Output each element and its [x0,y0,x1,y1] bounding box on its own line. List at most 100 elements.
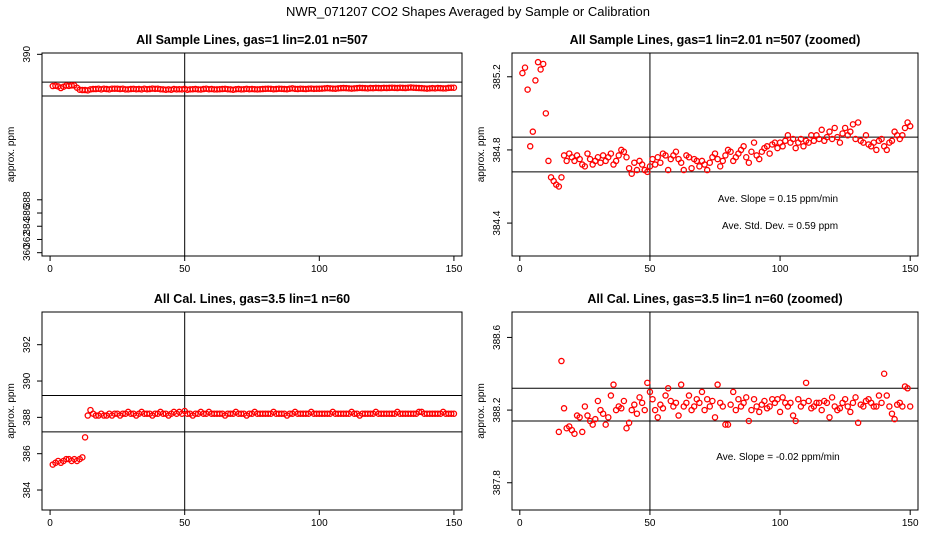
data-point [722,421,729,428]
data-point [555,428,563,436]
data-point [854,119,862,126]
data-point [683,399,690,407]
data-point [740,399,747,407]
data-point [62,455,70,463]
data-point [789,135,797,143]
data-point [753,403,760,410]
chart-panel-4: All Cal. Lines, gas=3.5 lin=1 n=60 (zoom… [476,292,919,529]
data-point [628,406,635,414]
data-point [766,403,773,410]
data-point [755,408,763,416]
data-point [802,379,810,387]
data-point [227,410,234,417]
data-point [779,143,786,150]
data-point [675,412,682,419]
plot-frame [41,311,463,511]
data-point [818,406,825,414]
x-tick-label: 150 [902,264,919,275]
data-point [545,157,552,165]
data-point [696,163,703,170]
data-point [342,410,350,417]
data-point [724,421,732,428]
x-tick-label: 150 [446,264,463,275]
x-tick-label: 0 [47,518,53,529]
x-tick-label: 150 [902,518,919,529]
data-point [367,410,374,417]
panel-title: All Cal. Lines, gas=3.5 lin=1 n=60 [154,292,350,306]
y-tick-label: 388 [22,191,33,208]
data-point [904,385,911,392]
data-point [192,410,199,417]
data-point [836,405,844,412]
panel-title: All Sample Lines, gas=1 lin=2.01 n=507 (… [570,33,861,47]
data-point [664,166,672,174]
data-point [447,84,455,91]
y-tick-label: 386 [22,204,33,221]
data-point [792,144,799,152]
data-point [709,397,716,405]
data-point [878,135,885,143]
data-point [828,394,836,401]
data-point [302,410,310,417]
data-point [787,399,794,407]
data-point [750,139,758,146]
data-point [542,110,550,117]
data-point [631,159,638,166]
data-point [286,410,293,417]
data-point [834,133,841,141]
y-tick-label: 384 [22,481,33,498]
data-point [450,410,458,417]
y-tick-label: 384.8 [492,137,503,162]
data-point [143,410,151,417]
y-tick-label: 385.2 [492,64,503,89]
data-point [324,410,331,417]
data-point [685,392,693,399]
data-point [119,410,127,417]
chart-panel-1: All Sample Lines, gas=1 lin=2.01 n=507 0 5… [6,33,463,275]
panel-title: All Cal. Lines, gas=3.5 lin=1 n=60 (zoom… [587,292,842,306]
data-point [159,410,167,417]
data-point [847,128,854,135]
data-point [620,148,628,156]
data-point [883,392,891,399]
data-point [623,425,630,432]
data-point [415,408,423,416]
data-point [237,410,245,417]
data-point [688,164,695,172]
data-point [571,430,578,437]
x-tick-label: 150 [446,518,463,529]
data-point [111,410,118,417]
data-point [696,399,703,407]
data-point [761,397,768,405]
data-point [852,394,859,401]
data-point [836,139,844,146]
data-point [628,170,635,177]
data-point [654,414,661,421]
data-point [875,392,883,399]
x-tick-label: 50 [644,518,656,529]
data-point [264,410,272,417]
data-point [745,159,753,166]
data-point [602,421,609,428]
data-point [638,161,646,168]
data-point [795,395,802,403]
data-point [651,161,659,168]
data-point [636,394,643,401]
data-point [706,403,714,410]
data-point [618,405,625,412]
data-point [638,399,646,407]
data-point [519,69,526,77]
data-point [599,152,607,159]
data-point [750,395,758,403]
y-axis-label: approx. ppm [476,127,487,183]
data-point [789,412,797,419]
data-point [714,155,721,163]
data-point [151,410,159,417]
data-point [657,159,664,166]
data-point [84,412,92,419]
data-point [862,132,870,139]
data-point [727,401,734,408]
data-point [576,414,583,421]
data-point [714,381,721,388]
